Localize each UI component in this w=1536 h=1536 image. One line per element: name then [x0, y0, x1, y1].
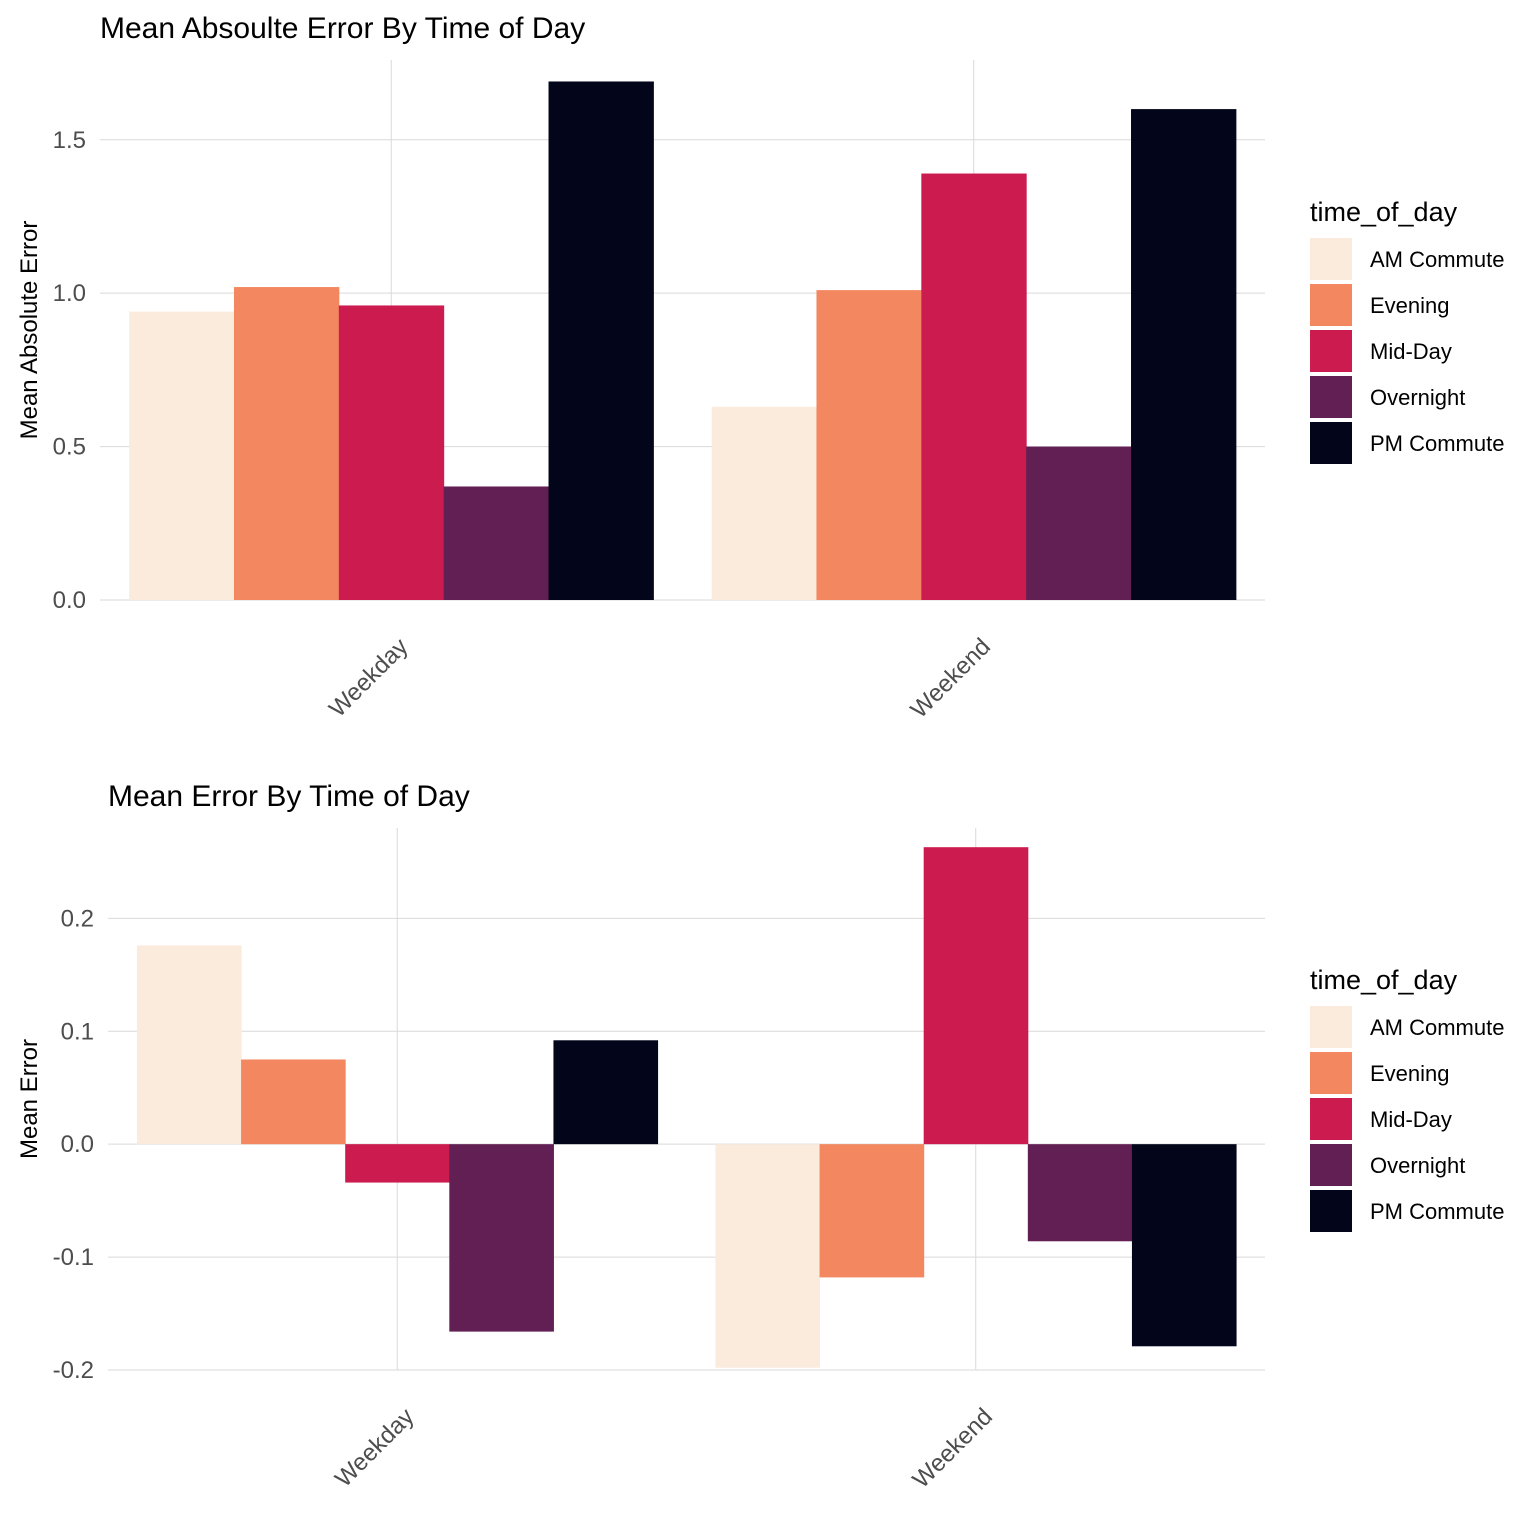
y-tick-label: 0.2: [61, 905, 94, 932]
bar-weekend-mid-day: [923, 847, 1029, 1145]
legend: time_of_day AM Commute Evening Mid-Day Overn…: [1310, 197, 1504, 464]
bar-weekend-overnight: [1026, 446, 1132, 600]
bar-weekday-pm-commute: [553, 1040, 659, 1145]
legend-label: Overnight: [1370, 1153, 1465, 1178]
bar-weekend-mid-day: [921, 173, 1027, 601]
legend-label: Mid-Day: [1370, 1107, 1452, 1132]
y-tick-label: 1.5: [53, 127, 86, 154]
bar-weekend-am-commute: [711, 406, 817, 600]
bar-weekend-overnight: [1027, 1144, 1133, 1242]
legend-swatch: [1310, 1190, 1352, 1232]
legend-swatch: [1310, 238, 1352, 280]
x-tick-label: Weekend: [906, 633, 996, 723]
x-tick-label: Weekday: [324, 633, 414, 723]
legend-label: AM Commute: [1370, 1015, 1504, 1040]
chart-title: Mean Error By Time of Day: [108, 780, 470, 813]
legend-label: Evening: [1370, 1061, 1450, 1086]
bar-weekend-am-commute: [715, 1144, 821, 1368]
bar-weekday-mid-day: [338, 305, 445, 600]
y-tick-label: -0.2: [53, 1357, 94, 1384]
legend-swatch: [1310, 1052, 1352, 1094]
legend-swatch: [1310, 1144, 1352, 1186]
bar-weekday-overnight: [443, 486, 550, 600]
y-axis-label: Mean Error: [16, 1039, 43, 1159]
legend-swatch: [1310, 1006, 1352, 1048]
legend-title: time_of_day: [1310, 965, 1458, 995]
bar-weekend-pm-commute: [1131, 1144, 1237, 1347]
bar-weekday-am-commute: [136, 945, 242, 1145]
chart-title: Mean Absoulte Error By Time of Day: [100, 12, 585, 45]
legend-label: AM Commute: [1370, 247, 1504, 272]
bar-weekday-pm-commute: [548, 81, 654, 600]
y-tick-label: 1.0: [53, 280, 86, 307]
legend-swatch: [1310, 284, 1352, 326]
legend-swatch: [1310, 422, 1352, 464]
bar-weekend-pm-commute: [1131, 109, 1237, 600]
legend-label: Mid-Day: [1370, 339, 1452, 364]
legend-swatch: [1310, 330, 1352, 372]
legend-swatch: [1310, 1098, 1352, 1140]
y-tick-label: 0.1: [61, 1018, 94, 1045]
y-tick-label: 0.5: [53, 434, 86, 461]
legend-label: Overnight: [1370, 385, 1465, 410]
y-tick-label: -0.1: [53, 1244, 94, 1271]
bar-weekday-evening: [233, 287, 340, 600]
bar-weekday-overnight: [449, 1144, 554, 1332]
y-axis-label: Mean Absolute Error: [16, 221, 43, 440]
legend-label: Evening: [1370, 293, 1450, 318]
x-tick-label: Weekday: [330, 1403, 420, 1493]
legend-label: PM Commute: [1370, 1199, 1504, 1224]
chart-2: -0.2 -0.1 0.0 0.1 0.2 Weekday Weekend Mean Erro…: [16, 780, 1504, 1494]
bar-weekday-mid-day: [345, 1144, 450, 1183]
legend-title: time_of_day: [1310, 197, 1458, 227]
bar-weekday-am-commute: [129, 311, 235, 600]
legend-label: PM Commute: [1370, 431, 1504, 456]
legend-swatch: [1310, 376, 1352, 418]
bar-weekend-evening: [819, 1144, 925, 1278]
bar-weekday-evening: [241, 1059, 346, 1145]
bar-weekend-evening: [816, 290, 922, 600]
y-tick-label: 0.0: [61, 1131, 94, 1158]
chart-1: 0.0 0.5 1.0 1.5 Weekday Weekend Mean Absoulte …: [16, 12, 1504, 724]
x-tick-label: Weekend: [908, 1403, 998, 1493]
legend: time_of_day AM Commute Evening Mid-Day Overn…: [1310, 965, 1504, 1232]
y-tick-label: 0.0: [53, 587, 86, 614]
